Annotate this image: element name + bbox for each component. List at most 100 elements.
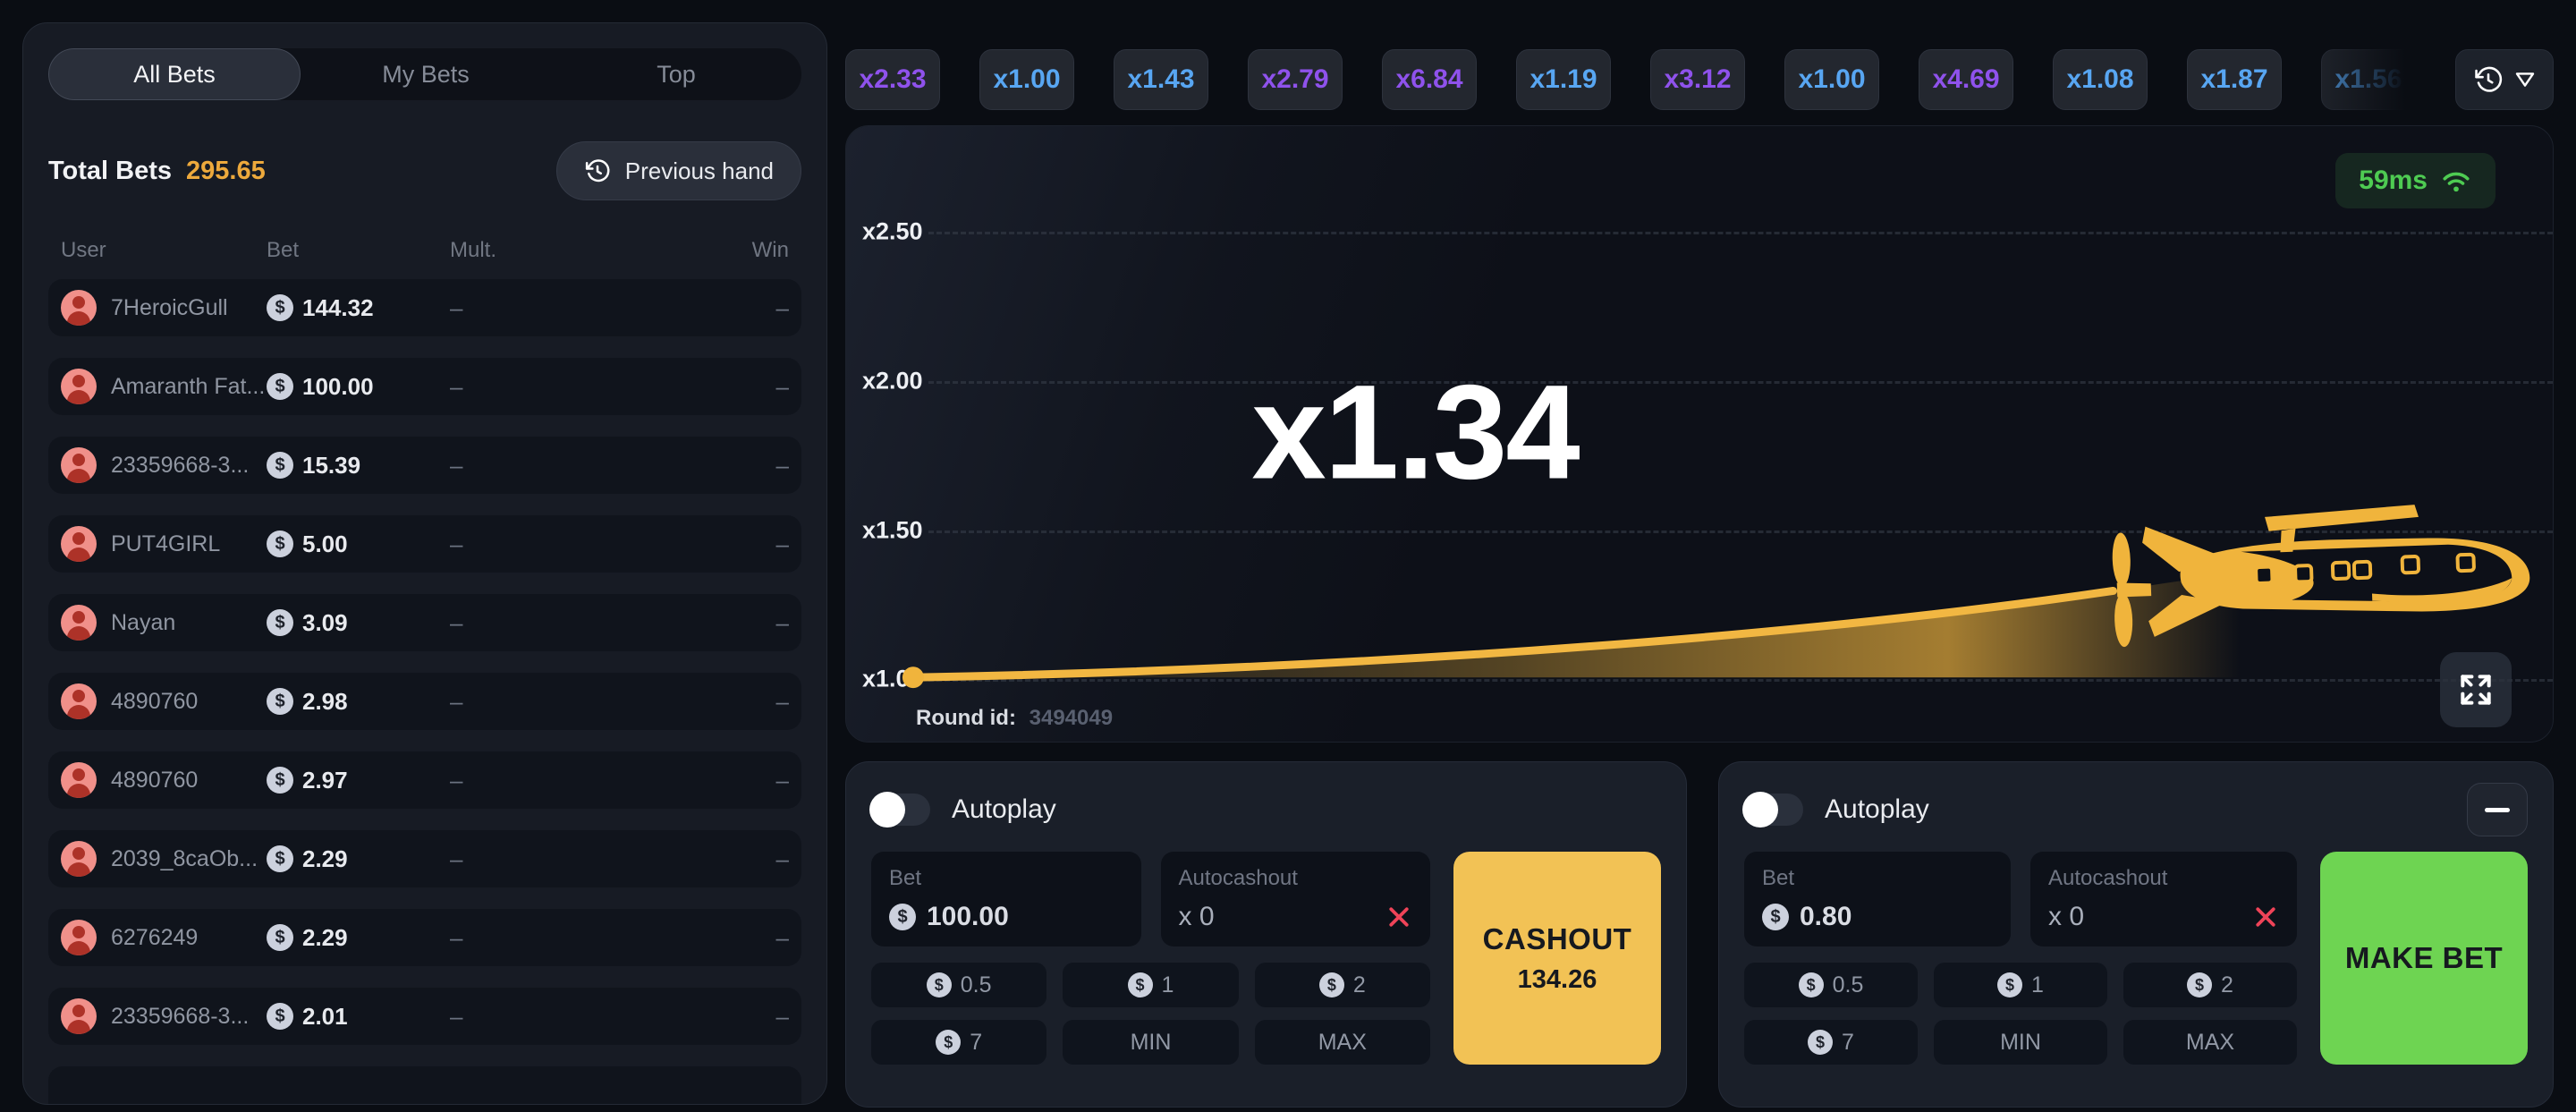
- multiplier-history-bar: x2.33 x1.00 x1.43 x2.79 x6.84 x1.19 x3.1…: [845, 49, 2554, 110]
- username: PUT4GIRL: [111, 531, 221, 556]
- history-multiplier-badge[interactable]: x1.00: [1784, 49, 1879, 110]
- coin-icon: $: [1808, 1030, 1834, 1055]
- bet-row: Amaranth Fat... $ 100.00 – –: [48, 358, 801, 415]
- minus-icon: [2485, 807, 2510, 812]
- chevron-down-icon: [2515, 72, 2535, 87]
- expand-icon: [2461, 675, 2491, 705]
- y-axis-tick: x2.50: [862, 217, 923, 245]
- header-user: User: [61, 238, 106, 262]
- history-multiplier-value: x3.12: [1664, 64, 1732, 94]
- autoplay-toggle[interactable]: [869, 792, 930, 828]
- bet-row-user: Nayan: [61, 605, 267, 641]
- bet-row-multiplier: –: [450, 766, 463, 794]
- bets-tab[interactable]: Top: [551, 48, 801, 100]
- bets-tab[interactable]: All Bets: [48, 48, 301, 100]
- bet-amount: 3.09: [302, 608, 348, 636]
- history-multiplier-value: x1.43: [1127, 64, 1195, 94]
- clear-autocashout-button[interactable]: [2252, 904, 2279, 930]
- cashout-button[interactable]: CASHOUT 134.26: [1453, 852, 1661, 1065]
- coin-icon: $: [267, 924, 293, 951]
- y-axis-tick: x2.00: [862, 367, 923, 395]
- wifi-icon: [2443, 172, 2470, 192]
- history-multiplier-value: x6.84: [1395, 64, 1463, 94]
- history-multiplier-badge[interactable]: x3.12: [1650, 49, 1745, 110]
- history-multiplier-badge[interactable]: x1.08: [2053, 49, 2148, 110]
- fullscreen-button[interactable]: [2440, 652, 2512, 727]
- autocashout-input[interactable]: Autocashout x 0: [1160, 852, 1430, 946]
- user-avatar-icon: [61, 526, 97, 562]
- bet-row-multiplier: –: [450, 608, 463, 636]
- clear-autocashout-button[interactable]: [1385, 904, 1412, 930]
- max-bet-button[interactable]: MAX: [1254, 1020, 1430, 1065]
- username: 4890760: [111, 688, 199, 714]
- bet-row-amount: $ 15.39: [267, 452, 450, 480]
- history-multiplier-value: x1.56: [2334, 64, 2402, 94]
- y-axis-tick: x1.50: [862, 516, 923, 544]
- quick-bet-button[interactable]: $ 2: [1254, 963, 1430, 1007]
- bet-row-amount: $ 100.00: [267, 373, 450, 401]
- bet-amount: 5.00: [302, 530, 348, 557]
- history-multiplier-badge[interactable]: x4.69: [1919, 49, 2013, 110]
- plane-graphic: [2112, 505, 2530, 648]
- autocashout-value: x 0: [1178, 902, 1215, 931]
- game-chart-panel: x2.50 x2.00 x1.50 x1.00: [845, 125, 2554, 743]
- quick-bet-button[interactable]: $ 0.5: [871, 963, 1047, 1007]
- bet-amount: 2.97: [302, 766, 348, 794]
- quick-bet-button[interactable]: $ 1: [1934, 963, 2107, 1007]
- quick-bet-button[interactable]: $ 1: [1063, 963, 1239, 1007]
- bets-tab-label: My Bets: [382, 60, 470, 88]
- make-bet-button[interactable]: MAKE BET: [2320, 852, 2528, 1065]
- quick-bet-button[interactable]: $ 2: [2123, 963, 2297, 1007]
- bet-panel-right: Autoplay Bet $ 0.80 Autocashout x 0: [1718, 761, 2554, 1108]
- coin-icon: $: [936, 1030, 962, 1055]
- quick-bet-button[interactable]: $ 7: [1744, 1020, 1918, 1065]
- autocashout-label: Autocashout: [1178, 866, 1298, 890]
- autocashout-input[interactable]: Autocashout x 0: [2030, 852, 2297, 946]
- bet-input-value: 0.80: [1800, 902, 1852, 931]
- history-multiplier-badge[interactable]: x2.33: [845, 49, 940, 110]
- bet-row-user: PUT4GIRL: [61, 526, 267, 562]
- bet-row-user: 4890760: [61, 762, 267, 798]
- min-bet-button[interactable]: MIN: [1063, 1020, 1239, 1065]
- bet-row: 4890760 $ 2.97 – –: [48, 751, 801, 809]
- bet-row-user: 23359668-3...: [61, 447, 267, 483]
- user-avatar-icon: [61, 290, 97, 326]
- autoplay-toggle[interactable]: [1742, 792, 1803, 828]
- totals-row: Total Bets 295.65 Previous hand: [48, 140, 801, 202]
- history-multiplier-value: x1.19: [1530, 64, 1597, 94]
- coin-icon: $: [1762, 904, 1789, 930]
- history-multiplier-badge[interactable]: x1.56: [2321, 49, 2416, 110]
- min-bet-button[interactable]: MIN: [1934, 1020, 2107, 1065]
- history-multiplier-badge[interactable]: x1.00: [979, 49, 1074, 110]
- max-bet-button[interactable]: MAX: [2123, 1020, 2297, 1065]
- history-dropdown-button[interactable]: [2455, 49, 2554, 110]
- history-multiplier-badge[interactable]: x1.19: [1516, 49, 1611, 110]
- bets-tab[interactable]: My Bets: [301, 48, 551, 100]
- toggle-knob: [869, 792, 905, 828]
- quick-bet-button[interactable]: $ 7: [871, 1020, 1047, 1065]
- bet-row-user: Amaranth Fat...: [61, 369, 267, 404]
- history-multiplier-badge[interactable]: x6.84: [1382, 49, 1477, 110]
- bet-row-user: 6276249: [61, 920, 267, 955]
- bet-row-win: –: [775, 923, 789, 951]
- history-multiplier-badge[interactable]: x1.43: [1114, 49, 1208, 110]
- bet-input[interactable]: Bet $ 0.80: [1744, 852, 2011, 946]
- close-icon: [1389, 907, 1409, 927]
- quick-bet-button[interactable]: $ 0.5: [1744, 963, 1918, 1007]
- history-multiplier-badge[interactable]: x1.87: [2187, 49, 2282, 110]
- history-multiplier-value: x1.08: [2066, 64, 2134, 94]
- autoplay-label: Autoplay: [1825, 794, 1929, 824]
- remove-panel-button[interactable]: [2467, 783, 2528, 836]
- username: Nayan: [111, 609, 176, 635]
- coin-icon: $: [926, 972, 952, 997]
- gridline: [928, 232, 2553, 234]
- history-multiplier-value: x2.79: [1261, 64, 1329, 94]
- bet-row-multiplier: –: [450, 293, 463, 321]
- multiplier-curve: [902, 505, 2530, 689]
- user-avatar-icon: [61, 920, 97, 955]
- history-multiplier-badge[interactable]: x2.79: [1248, 49, 1343, 110]
- autocashout-label: Autocashout: [2048, 866, 2168, 890]
- previous-hand-button[interactable]: Previous hand: [555, 141, 801, 200]
- cashout-value: 134.26: [1517, 964, 1597, 994]
- bet-input[interactable]: Bet $ 100.00: [871, 852, 1141, 946]
